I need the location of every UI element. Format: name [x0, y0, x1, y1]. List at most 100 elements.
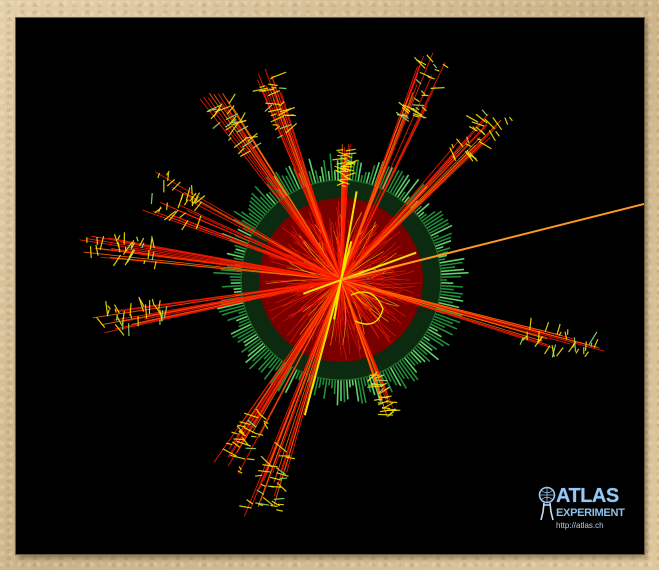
jet-hit [240, 150, 251, 157]
calorimeter-cell [403, 196, 410, 204]
calorimeter-cell [394, 363, 405, 379]
jet-hit [421, 106, 427, 112]
muon-track [303, 251, 417, 295]
calorimeter-cell [389, 366, 402, 387]
jet-hit [343, 159, 358, 167]
atlas-figure-icon [538, 486, 556, 521]
jet-hit [339, 178, 350, 181]
jet-track [340, 137, 491, 281]
jet-hit [154, 207, 162, 214]
jet-hit [113, 304, 120, 314]
calorimeter-cell [273, 175, 288, 197]
calorimeter-cell [218, 304, 245, 313]
jet-hit [336, 149, 344, 151]
calorimeter-cell [421, 210, 436, 222]
jet-hit [336, 162, 346, 165]
jet-hit [171, 181, 181, 191]
calorimeter-cell [330, 379, 334, 389]
jet-hit [273, 497, 285, 500]
jet-hit [236, 425, 245, 434]
jet-hit [139, 299, 145, 307]
calorimeter-cell [343, 379, 346, 403]
jet-hit [343, 152, 357, 155]
calorimeter-cell [440, 290, 463, 295]
jet-hit [243, 412, 259, 419]
calorimeter-cell [437, 251, 448, 256]
calorimeter-cell [265, 193, 277, 205]
calorimeter-cell [429, 325, 439, 332]
jet-hit [465, 115, 479, 123]
jet-hit [344, 176, 352, 181]
jet-hit [427, 76, 435, 80]
jet-hit [378, 413, 394, 416]
jet-hit [504, 117, 509, 125]
jet-hit [230, 454, 246, 460]
jet-hit [471, 121, 485, 127]
jet-hit [377, 387, 384, 395]
jet-track [243, 126, 342, 281]
jet-track [144, 279, 342, 320]
jet-hit [228, 122, 239, 137]
jet-hit [163, 210, 177, 221]
calorimeter-cell [233, 210, 258, 227]
jet-hit [252, 87, 269, 92]
calorimeter-cell [345, 379, 349, 400]
jet-hit [267, 108, 282, 113]
calorimeter-cell [432, 232, 453, 242]
jet-hit [207, 104, 222, 112]
jet-track [340, 279, 388, 393]
calorimeter-cell [427, 218, 449, 232]
jet-hit [375, 379, 388, 382]
jet-hit [183, 199, 189, 206]
calorimeter-cell [431, 320, 446, 329]
jet-hit [141, 242, 145, 249]
jet-hit [247, 132, 258, 142]
calorimeter-cell [247, 342, 265, 357]
jet-hit [222, 448, 237, 457]
calorimeter-cell [433, 236, 452, 245]
jet-track [340, 139, 461, 281]
calorimeter-cell [308, 158, 317, 184]
calorimeter-cell [268, 356, 279, 369]
jet-track [340, 144, 476, 281]
calorimeter-cell [213, 271, 242, 276]
jet-hit [256, 489, 265, 496]
jet-track [273, 279, 342, 506]
jet-hit [153, 260, 157, 270]
jet-hit [367, 385, 384, 388]
calorimeter-cell [424, 333, 445, 347]
jet-hit [99, 235, 105, 251]
calorimeter-cell [241, 211, 259, 225]
jet-track [340, 279, 387, 412]
calorimeter-cell [220, 268, 242, 273]
calorimeter-cell [357, 162, 363, 182]
calorimeter-cell [308, 170, 314, 185]
calorimeter-cell [440, 284, 463, 288]
jet-hit [262, 464, 278, 468]
jet-hit [508, 116, 513, 122]
jet-hit [151, 298, 155, 306]
missing-energy-line [340, 203, 644, 281]
calorimeter-cell [439, 293, 461, 299]
jet-hit [257, 469, 271, 473]
jet-hit [475, 113, 488, 124]
jet-track [104, 279, 342, 334]
jet-hit [590, 342, 593, 347]
jet-hit [260, 483, 266, 487]
jet-hit [226, 442, 233, 446]
jet-track [340, 134, 472, 281]
calorimeter-cell [233, 290, 242, 294]
calorimeter-cell [371, 161, 381, 186]
jet-hit [239, 112, 246, 123]
jet-hit [558, 331, 562, 336]
calorimeter-cell [394, 174, 410, 197]
jet-hit [410, 108, 423, 116]
jet-hit [232, 119, 247, 126]
jet-hit [271, 500, 280, 507]
calorimeter-cell [416, 344, 428, 356]
jet-hit [415, 78, 422, 85]
calorimeter-cell [277, 366, 293, 392]
calorimeter-cell [238, 310, 247, 315]
jet-hit [492, 117, 503, 131]
calorimeter-cell [354, 159, 360, 182]
